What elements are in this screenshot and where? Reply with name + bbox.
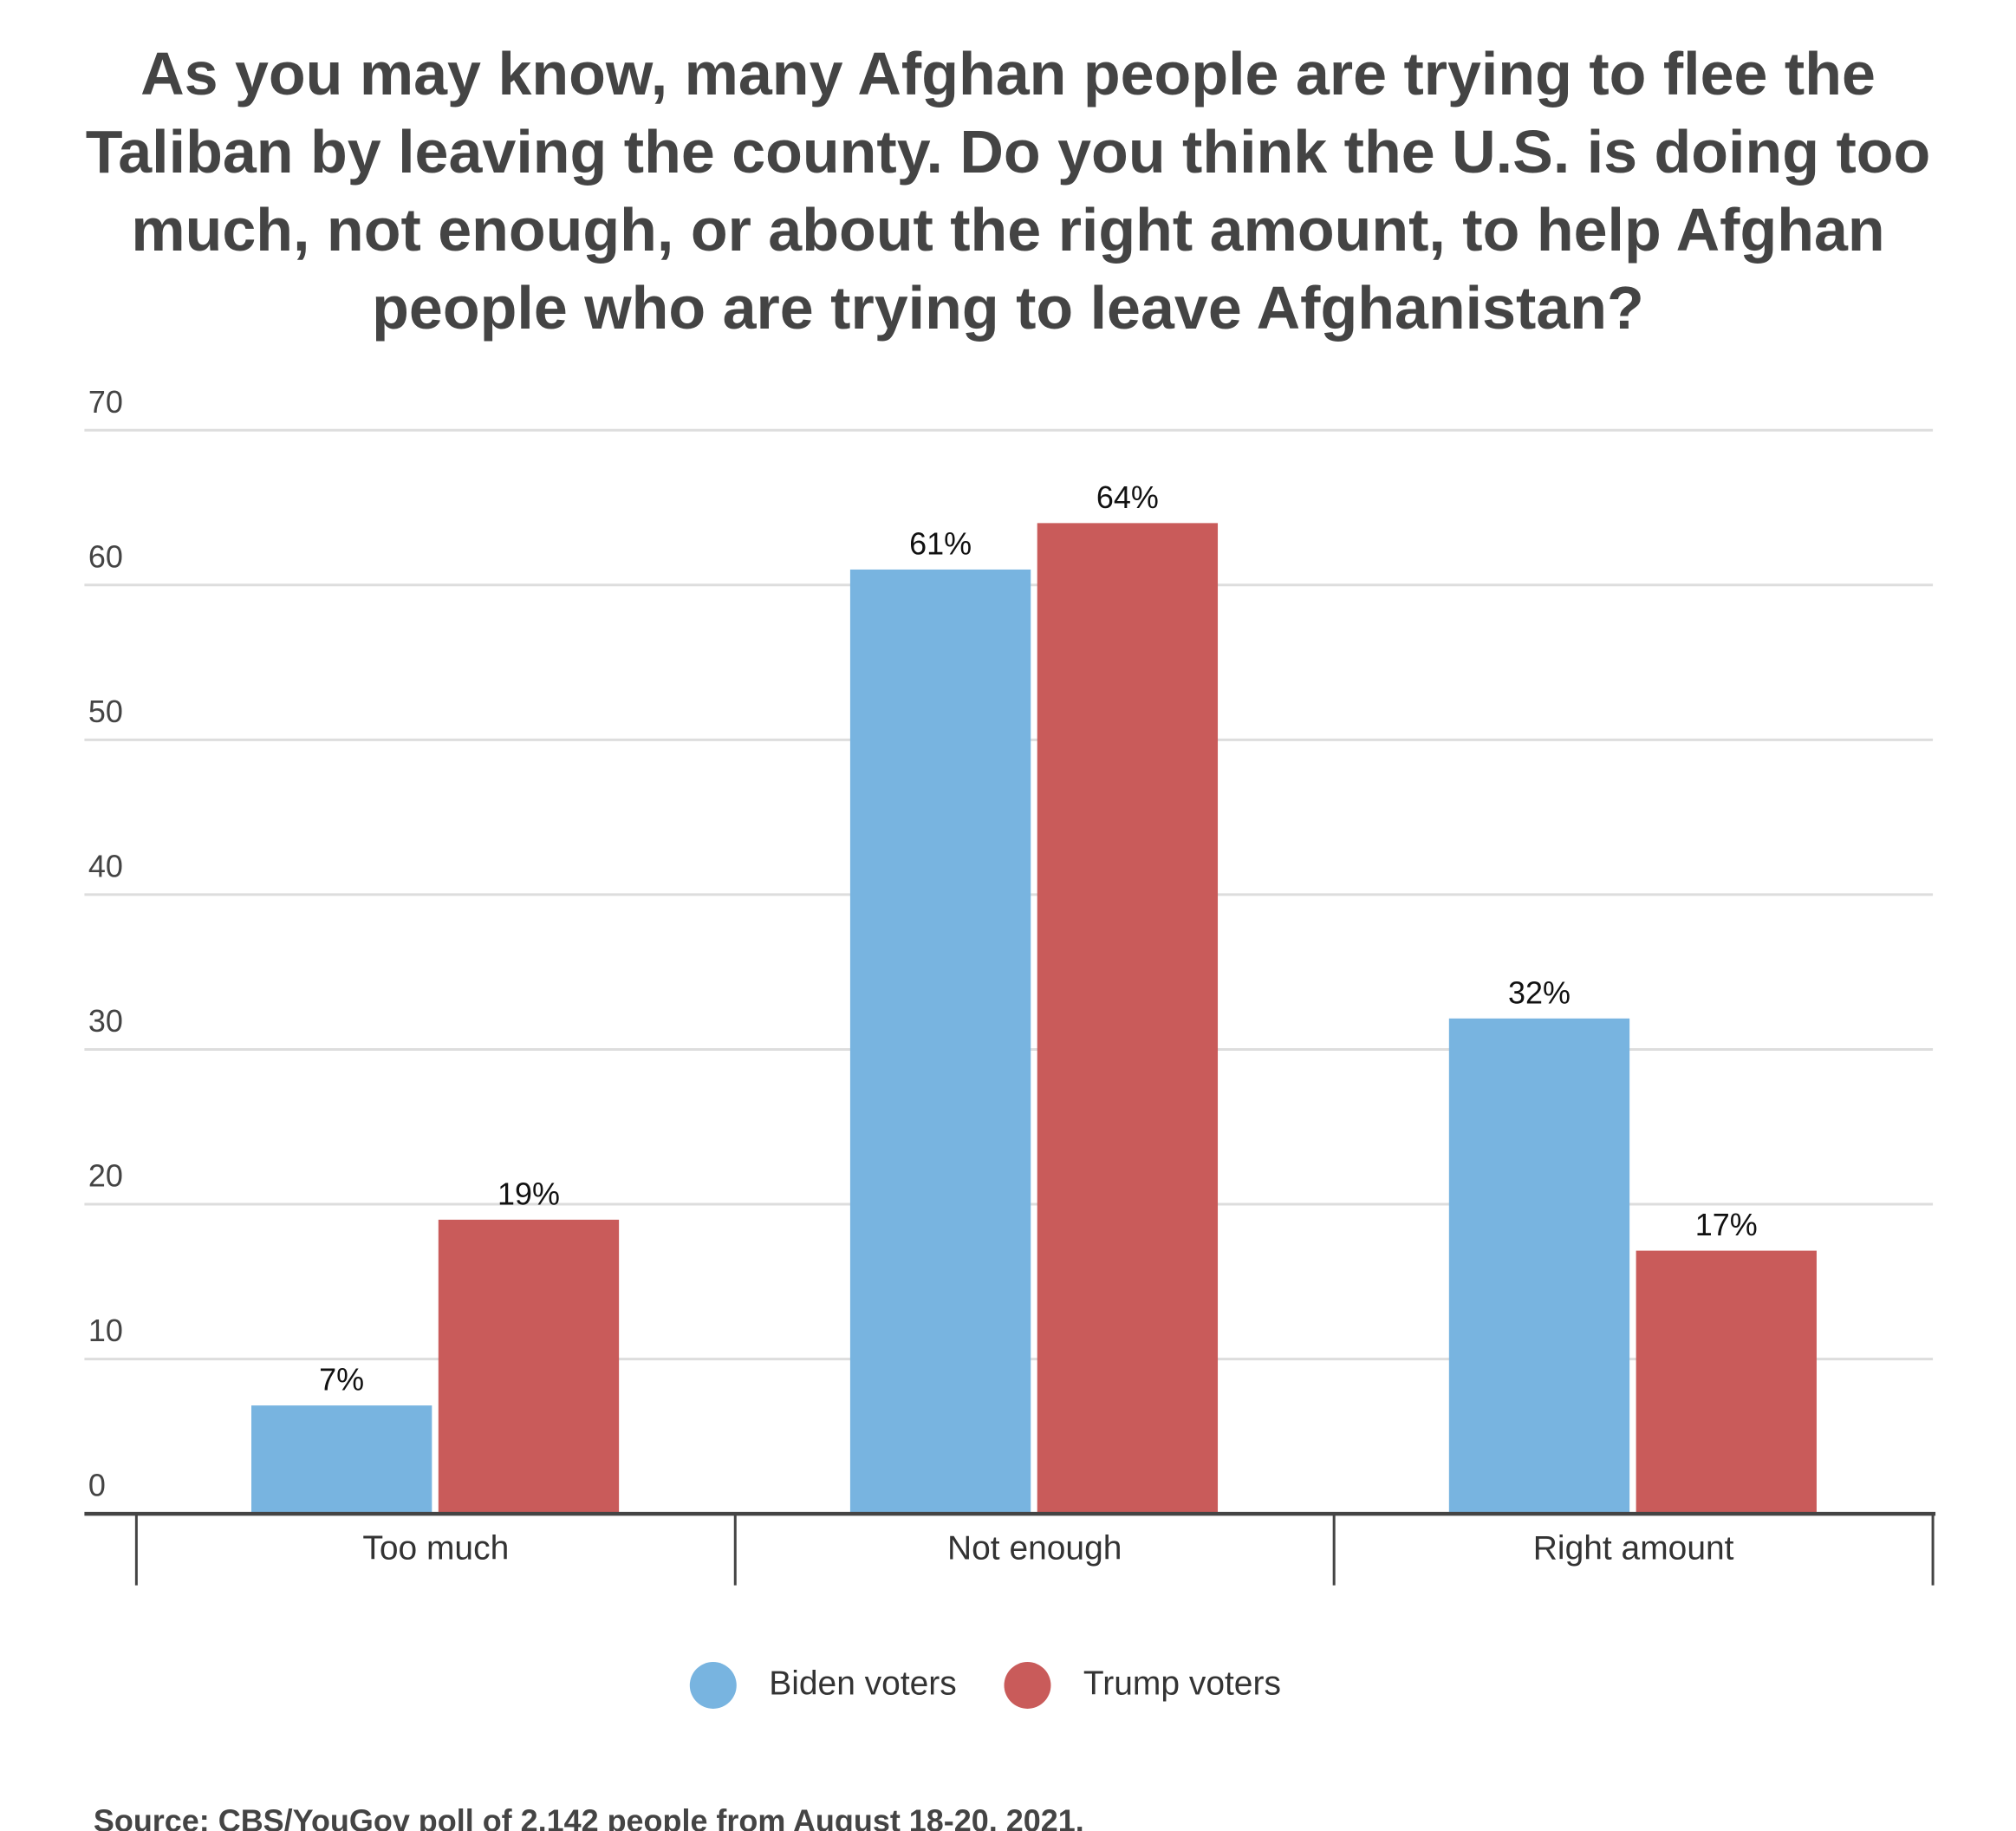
x-tick-label: Not enough [947, 1529, 1122, 1567]
y-tick-label: 20 [88, 1158, 123, 1194]
chart-title: As you may know, many Afghan people are … [85, 40, 1931, 342]
value-label: 17% [1695, 1207, 1758, 1242]
value-label: 7% [319, 1362, 364, 1398]
y-tick-label: 0 [88, 1468, 106, 1503]
bar [849, 569, 1031, 1515]
y-tick-label: 30 [88, 1003, 123, 1039]
bar [1037, 523, 1219, 1515]
bar [1636, 1250, 1817, 1515]
source-note: Source: CBS/YouGov poll of 2,142 people … [94, 1802, 1084, 1831]
value-label: 64% [1096, 479, 1159, 515]
y-tick-label: 60 [88, 538, 123, 574]
value-label: 19% [497, 1176, 560, 1211]
legend-label: Trump voters [1083, 1665, 1281, 1702]
y-tick-label: 40 [88, 848, 123, 883]
value-label: 61% [909, 525, 972, 561]
y-tick-label: 10 [88, 1313, 123, 1348]
x-tick-label: Right amount [1533, 1529, 1734, 1567]
bar [438, 1219, 620, 1515]
y-tick-label: 70 [88, 384, 123, 420]
bar [251, 1405, 432, 1515]
legend-marker [689, 1662, 737, 1709]
legend-marker [1004, 1662, 1051, 1709]
y-tick-label: 50 [88, 694, 123, 729]
x-tick-label: Too much [362, 1529, 509, 1567]
value-label: 32% [1508, 974, 1571, 1010]
bar [1448, 1018, 1630, 1515]
legend-label: Biden voters [769, 1665, 957, 1702]
